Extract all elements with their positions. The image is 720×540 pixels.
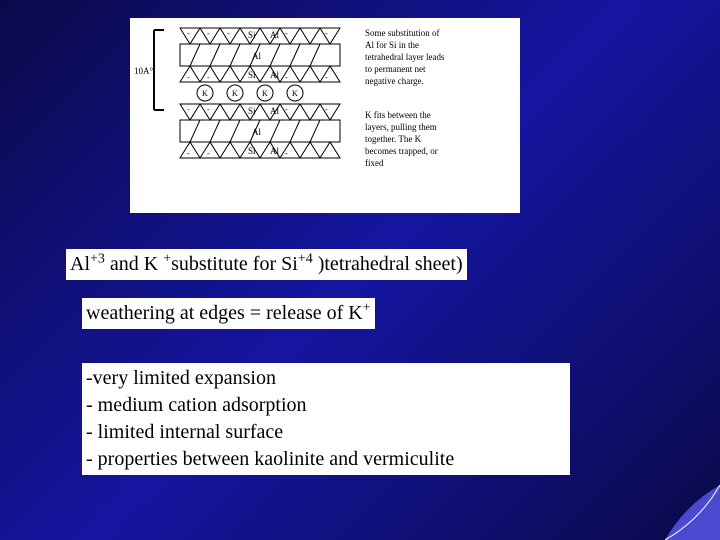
t1s1: +3 [90, 251, 105, 266]
caption1-l4: negative charge. [365, 76, 424, 86]
svg-text:-: - [325, 29, 328, 38]
bullet-1: - medium cation adsorption [86, 392, 566, 419]
bullet-3: - properties between kaolinite and vermi… [86, 446, 566, 473]
t1b: and K [105, 253, 163, 275]
svg-text:-: - [187, 149, 190, 158]
caption2-l2: together. The K [365, 134, 422, 144]
svg-text:K: K [262, 89, 268, 98]
bullet-2: - limited internal surface [86, 419, 566, 446]
svg-text:K: K [202, 89, 208, 98]
svg-text:-: - [285, 73, 288, 82]
svg-text:Si: Si [248, 70, 256, 80]
svg-text:-: - [325, 73, 328, 82]
svg-text:-: - [227, 29, 230, 38]
svg-text:-: - [207, 105, 210, 114]
svg-text:-: - [207, 149, 210, 158]
svg-text:-: - [187, 105, 190, 114]
weathering-text: weathering at edges = release of K+ [82, 298, 375, 329]
svg-text:-: - [325, 105, 328, 114]
svg-text:Al: Al [270, 146, 279, 156]
clay-structure-diagram: 10A° - - - - - Si Al Al - - - - Si Al [130, 18, 520, 213]
svg-text:K: K [232, 89, 238, 98]
svg-text:-: - [207, 29, 210, 38]
unit2-bot-tetra [180, 142, 340, 158]
t1a: Al [70, 253, 90, 275]
svg-text:Al: Al [270, 70, 279, 80]
caption1-l0: Some substitution of [365, 28, 440, 38]
svg-text:-: - [285, 149, 288, 158]
unit1-bot-tetra [180, 66, 340, 82]
angstrom-label: 10A° [134, 66, 153, 76]
svg-text:Si: Si [248, 106, 256, 116]
caption2-l0: K fits between the [365, 110, 431, 120]
bullet-0: -very limited expansion [86, 365, 566, 392]
t1c: substitute for Si [171, 253, 298, 275]
t1s2: + [163, 251, 171, 266]
page-curl-icon [665, 485, 720, 540]
svg-text:Si: Si [248, 30, 256, 40]
unit1-top-tetra [180, 28, 340, 44]
svg-text:-: - [285, 105, 288, 114]
caption2-l3: becomes trapped, or [365, 146, 438, 156]
t2s: + [363, 300, 371, 315]
t1d: )tetrahedral sheet) [313, 253, 463, 275]
svg-text:-: - [285, 29, 288, 38]
caption2-l1: layers, pulling them [365, 122, 437, 132]
caption2-l4: fixed [365, 158, 384, 168]
svg-text:Al: Al [252, 127, 261, 137]
substitution-text: Al+3 and K +substitute for Si+4 )tetrahe… [66, 249, 467, 280]
caption1-l1: Al for Si in the [365, 40, 419, 50]
svg-text:-: - [207, 73, 210, 82]
svg-text:K: K [292, 89, 298, 98]
unit2-top-tetra [180, 104, 340, 120]
svg-text:Si: Si [248, 146, 256, 156]
t1s3: +4 [298, 251, 313, 266]
svg-text:-: - [187, 73, 190, 82]
svg-text:Al: Al [270, 30, 279, 40]
caption1-l3: to permanent net [365, 64, 426, 74]
diagram-svg: 10A° - - - - - Si Al Al - - - - Si Al [130, 18, 520, 213]
caption1-l2: tetrahedral layer leads [365, 52, 445, 62]
properties-list: -very limited expansion - medium cation … [82, 363, 570, 475]
svg-text:-: - [187, 29, 190, 38]
svg-text:Al: Al [252, 51, 261, 61]
svg-text:Al: Al [270, 106, 279, 116]
t2a: weathering at edges = release of K [86, 302, 363, 324]
